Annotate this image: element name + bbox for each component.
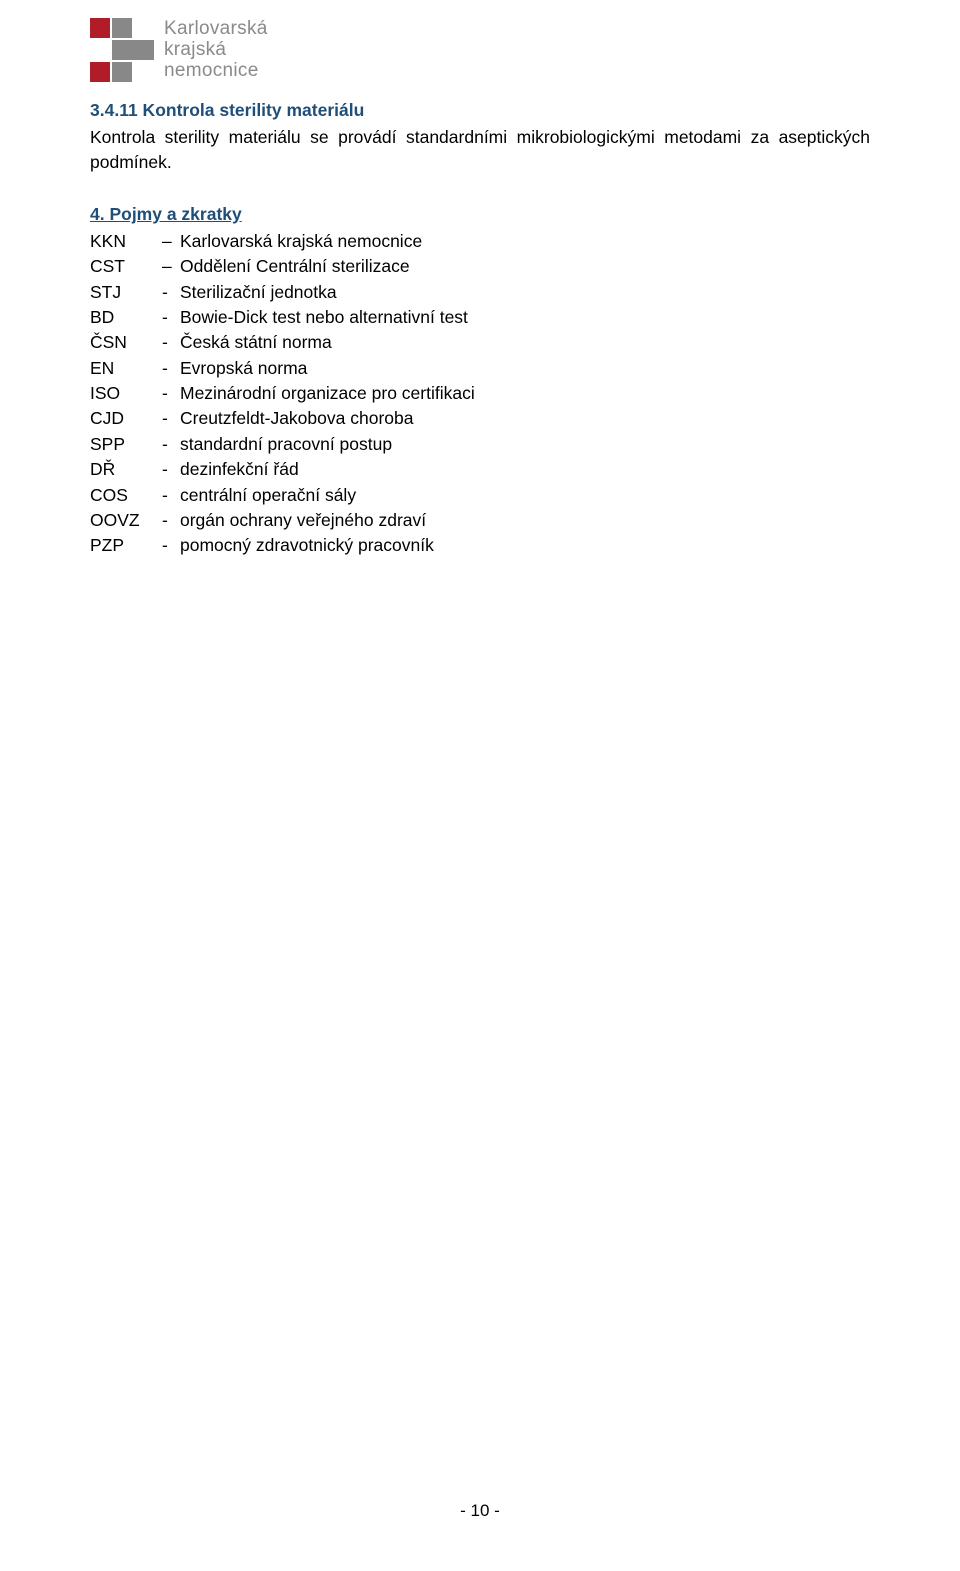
- definition-separator: -: [162, 381, 180, 406]
- logo: Karlovarská krajská nemocnice: [90, 18, 870, 82]
- definition-abbr: ČSN: [90, 330, 162, 355]
- definition-separator: -: [162, 330, 180, 355]
- definition-row: DŘ-dezinfekční řád: [90, 457, 870, 482]
- definition-abbr: DŘ: [90, 457, 162, 482]
- definition-separator: -: [162, 305, 180, 330]
- definition-desc: orgán ochrany veřejného zdraví: [180, 508, 870, 533]
- definition-abbr: STJ: [90, 280, 162, 305]
- definition-row: CST–Oddělení Centrální sterilizace: [90, 254, 870, 279]
- logo-text: Karlovarská krajská nemocnice: [164, 18, 268, 82]
- definition-separator: -: [162, 406, 180, 431]
- definition-abbr: PZP: [90, 533, 162, 558]
- definition-row: KKN–Karlovarská krajská nemocnice: [90, 229, 870, 254]
- definition-abbr: ISO: [90, 381, 162, 406]
- definition-abbr: EN: [90, 356, 162, 381]
- definition-row: OOVZ-orgán ochrany veřejného zdraví: [90, 508, 870, 533]
- logo-line3: nemocnice: [164, 61, 268, 82]
- definition-row: CJD- Creutzfeldt-Jakobova choroba: [90, 406, 870, 431]
- definition-row: ISO- Mezinárodní organizace pro certifik…: [90, 381, 870, 406]
- definition-desc: centrální operační sály: [180, 483, 870, 508]
- definition-abbr: OOVZ: [90, 508, 162, 533]
- definition-desc: Česká státní norma: [180, 330, 870, 355]
- logo-line2: krajská: [164, 40, 268, 61]
- definition-separator: –: [162, 229, 180, 254]
- definition-separator: –: [162, 254, 180, 279]
- definition-desc: Mezinárodní organizace pro certifikaci: [180, 381, 870, 406]
- definition-desc: Oddělení Centrální sterilizace: [180, 254, 870, 279]
- definition-desc: Bowie-Dick test nebo alternativní test: [180, 305, 870, 330]
- definition-desc: Karlovarská krajská nemocnice: [180, 229, 870, 254]
- definition-separator: -: [162, 483, 180, 508]
- definition-abbr: COS: [90, 483, 162, 508]
- definition-separator: -: [162, 356, 180, 381]
- definition-row: EN- Evropská norma: [90, 356, 870, 381]
- definition-abbr: CST: [90, 254, 162, 279]
- definition-abbr: SPP: [90, 432, 162, 457]
- definition-desc: dezinfekční řád: [180, 457, 870, 482]
- logo-mark-icon: [90, 18, 154, 82]
- definition-row: SPP- standardní pracovní postup: [90, 432, 870, 457]
- page: Karlovarská krajská nemocnice 3.4.11 Kon…: [0, 0, 960, 1571]
- definition-separator: -: [162, 533, 180, 558]
- definition-separator: -: [162, 280, 180, 305]
- definition-abbr: CJD: [90, 406, 162, 431]
- definition-separator: -: [162, 457, 180, 482]
- section-body-sterility: Kontrola sterility materiálu se provádí …: [90, 125, 870, 176]
- definition-row: STJ- Sterilizační jednotka: [90, 280, 870, 305]
- page-number: - 10 -: [0, 1501, 960, 1521]
- definition-desc: standardní pracovní postup: [180, 432, 870, 457]
- definition-desc: Sterilizační jednotka: [180, 280, 870, 305]
- definition-row: COS-centrální operační sály: [90, 483, 870, 508]
- logo-line1: Karlovarská: [164, 19, 268, 40]
- definition-separator: -: [162, 508, 180, 533]
- definitions-list: KKN–Karlovarská krajská nemocniceCST–Odd…: [90, 229, 870, 559]
- definition-row: PZP-pomocný zdravotnický pracovník: [90, 533, 870, 558]
- definition-separator: -: [162, 432, 180, 457]
- section-heading-sterility: 3.4.11 Kontrola sterility materiálu: [90, 100, 870, 121]
- definition-abbr: BD: [90, 305, 162, 330]
- definition-desc: pomocný zdravotnický pracovník: [180, 533, 870, 558]
- definition-abbr: KKN: [90, 229, 162, 254]
- section-heading-abbreviations: 4. Pojmy a zkratky: [90, 204, 870, 225]
- definition-row: ČSN- Česká státní norma: [90, 330, 870, 355]
- definition-row: BD- Bowie-Dick test nebo alternativní te…: [90, 305, 870, 330]
- definition-desc: Creutzfeldt-Jakobova choroba: [180, 406, 870, 431]
- definition-desc: Evropská norma: [180, 356, 870, 381]
